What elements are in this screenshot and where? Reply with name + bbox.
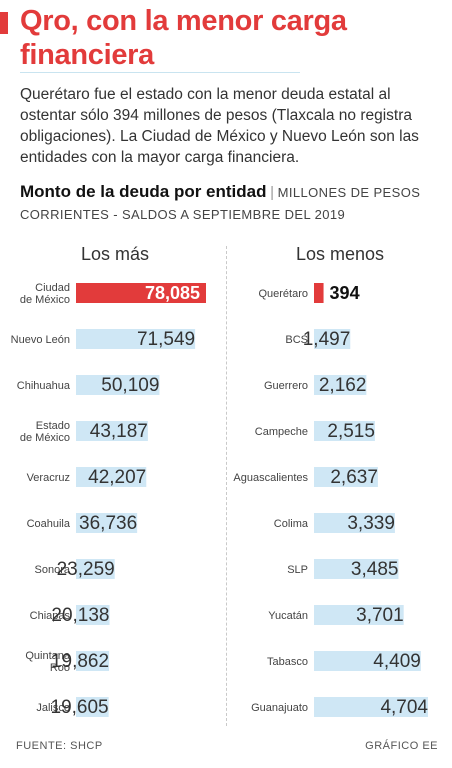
title-accent-bar (0, 12, 8, 34)
bar-1-7 (314, 605, 404, 625)
value-label-0-5: 36,736 (79, 513, 137, 534)
value-label-1-1: 1,497 (303, 329, 351, 350)
category-label-1-4: Aguascalientes (233, 472, 308, 484)
category-label-1-9: Guanajuato (251, 702, 308, 714)
column-divider (226, 246, 227, 726)
bar-0-3 (76, 421, 148, 441)
intro-paragraph: Querétaro fue el estado con la menor deu… (20, 86, 419, 166)
page-title: Qro, con la menor carga financiera (20, 5, 347, 71)
category-label-1-0: Querétaro (258, 288, 308, 300)
value-label-0-4: 42,207 (88, 467, 146, 488)
bar-1-1 (314, 329, 351, 349)
value-label-0-6: 23,259 (57, 559, 115, 580)
bar-1-8 (314, 651, 421, 671)
left-column-heading: Los más (80, 244, 150, 264)
value-label-1-5: 3,339 (347, 513, 395, 534)
value-label-1-9: 4,704 (380, 697, 428, 718)
value-label-1-0: 394 (330, 283, 360, 303)
bar-0-6 (76, 559, 115, 579)
category-label-0-0: Ciudad de México (20, 282, 70, 306)
value-label-0-3: 43,187 (90, 421, 148, 442)
category-label-1-3: Campeche (255, 426, 308, 438)
bar-0-7 (76, 605, 110, 625)
chart-subtitle-main: Monto de la deuda por entidad (20, 182, 267, 201)
footer-source: FUENTE: SHCP (16, 740, 103, 752)
value-label-1-8: 4,409 (373, 651, 421, 672)
value-label-0-9: 19,605 (51, 697, 109, 718)
bar-0-1 (76, 329, 196, 349)
value-label-0-8: 19,862 (51, 651, 109, 672)
category-label-1-1: BCS (285, 334, 308, 346)
bar-1-2 (314, 375, 367, 395)
chart-subtitle: Monto de la deuda por entidad | MILLONES… (20, 181, 440, 226)
category-label-1-5: Colima (274, 518, 309, 530)
chart-subtitle-detail: MILLONES DE PESOS CORRIENTES - SALDOS A … (20, 185, 421, 222)
category-label-0-4: Veracruz (27, 472, 70, 484)
bar-1-5 (314, 513, 395, 533)
value-label-0-0: 78,085 (145, 283, 200, 303)
value-label-1-2: 2,162 (319, 375, 367, 396)
category-label-0-3: Estado de México (20, 420, 70, 444)
category-label-0-5: Coahuila (27, 518, 71, 530)
category-label-0-8: Quintana Roo (25, 650, 71, 674)
bar-0-4 (76, 467, 147, 487)
chart-subtitle-separator: | (270, 184, 275, 201)
value-label-0-7: 20,138 (51, 605, 109, 626)
category-label-1-6: SLP (287, 564, 308, 576)
value-label-0-2: 50,109 (101, 375, 159, 396)
category-label-1-2: Guerrero (264, 380, 308, 392)
value-label-1-3: 2,515 (327, 421, 375, 442)
bar-1-6 (314, 559, 399, 579)
title-divider (20, 72, 300, 73)
category-label-0-9: Jalisco (36, 702, 70, 714)
category-label-0-7: Chiapas (30, 610, 71, 622)
value-label-0-1: 71,549 (137, 329, 195, 350)
category-label-0-6: Sonora (35, 564, 71, 576)
right-column-heading: Los menos (295, 244, 385, 264)
category-label-0-1: Nuevo León (11, 334, 70, 346)
category-label-0-2: Chihuahua (17, 380, 71, 392)
value-label-1-4: 2,637 (330, 467, 378, 488)
bar-1-0 (314, 283, 324, 303)
value-label-1-7: 3,701 (356, 605, 404, 626)
bar-0-8 (76, 651, 110, 671)
footer-credit: GRÁFICO EE (365, 740, 438, 752)
value-label-1-6: 3,485 (351, 559, 399, 580)
bar-1-4 (314, 467, 378, 487)
bar-1-9 (314, 697, 428, 717)
bar-0-5 (76, 513, 138, 533)
bar-0-9 (76, 697, 109, 717)
category-label-1-8: Tabasco (267, 656, 308, 668)
bar-1-3 (314, 421, 375, 441)
bar-0-2 (76, 375, 160, 395)
category-label-1-7: Yucatán (268, 610, 308, 622)
bar-0-0 (76, 283, 206, 303)
